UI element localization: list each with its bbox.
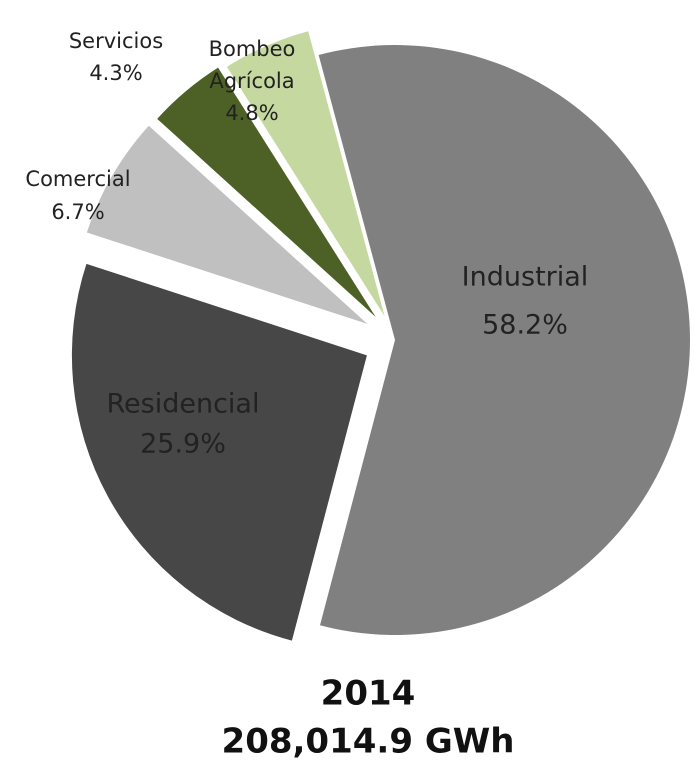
slice-label: Industrial [462,262,589,293]
slice-value-label: 4.8% [225,101,278,125]
slice-value-label: 4.3% [89,61,142,85]
chart-subtitle: 208,014.9 GWh [222,722,515,762]
slice-label: Comercial [25,167,130,191]
slice-label: Servicios [69,29,163,53]
pie [71,31,690,641]
slice-value-label: 58.2% [482,310,568,341]
chart-title: 2014 [321,674,416,714]
slice-value-label: 25.9% [140,429,226,460]
slice-value-label: 6.7% [51,200,104,224]
pie-slice [86,125,368,324]
pie-slice [318,45,690,636]
pie-slice [157,67,376,318]
slice-label: Residencial [107,389,260,420]
slice-label: Bombeo Agrícola [209,37,296,93]
pie-slice [71,263,367,641]
pie-slice [226,31,385,317]
